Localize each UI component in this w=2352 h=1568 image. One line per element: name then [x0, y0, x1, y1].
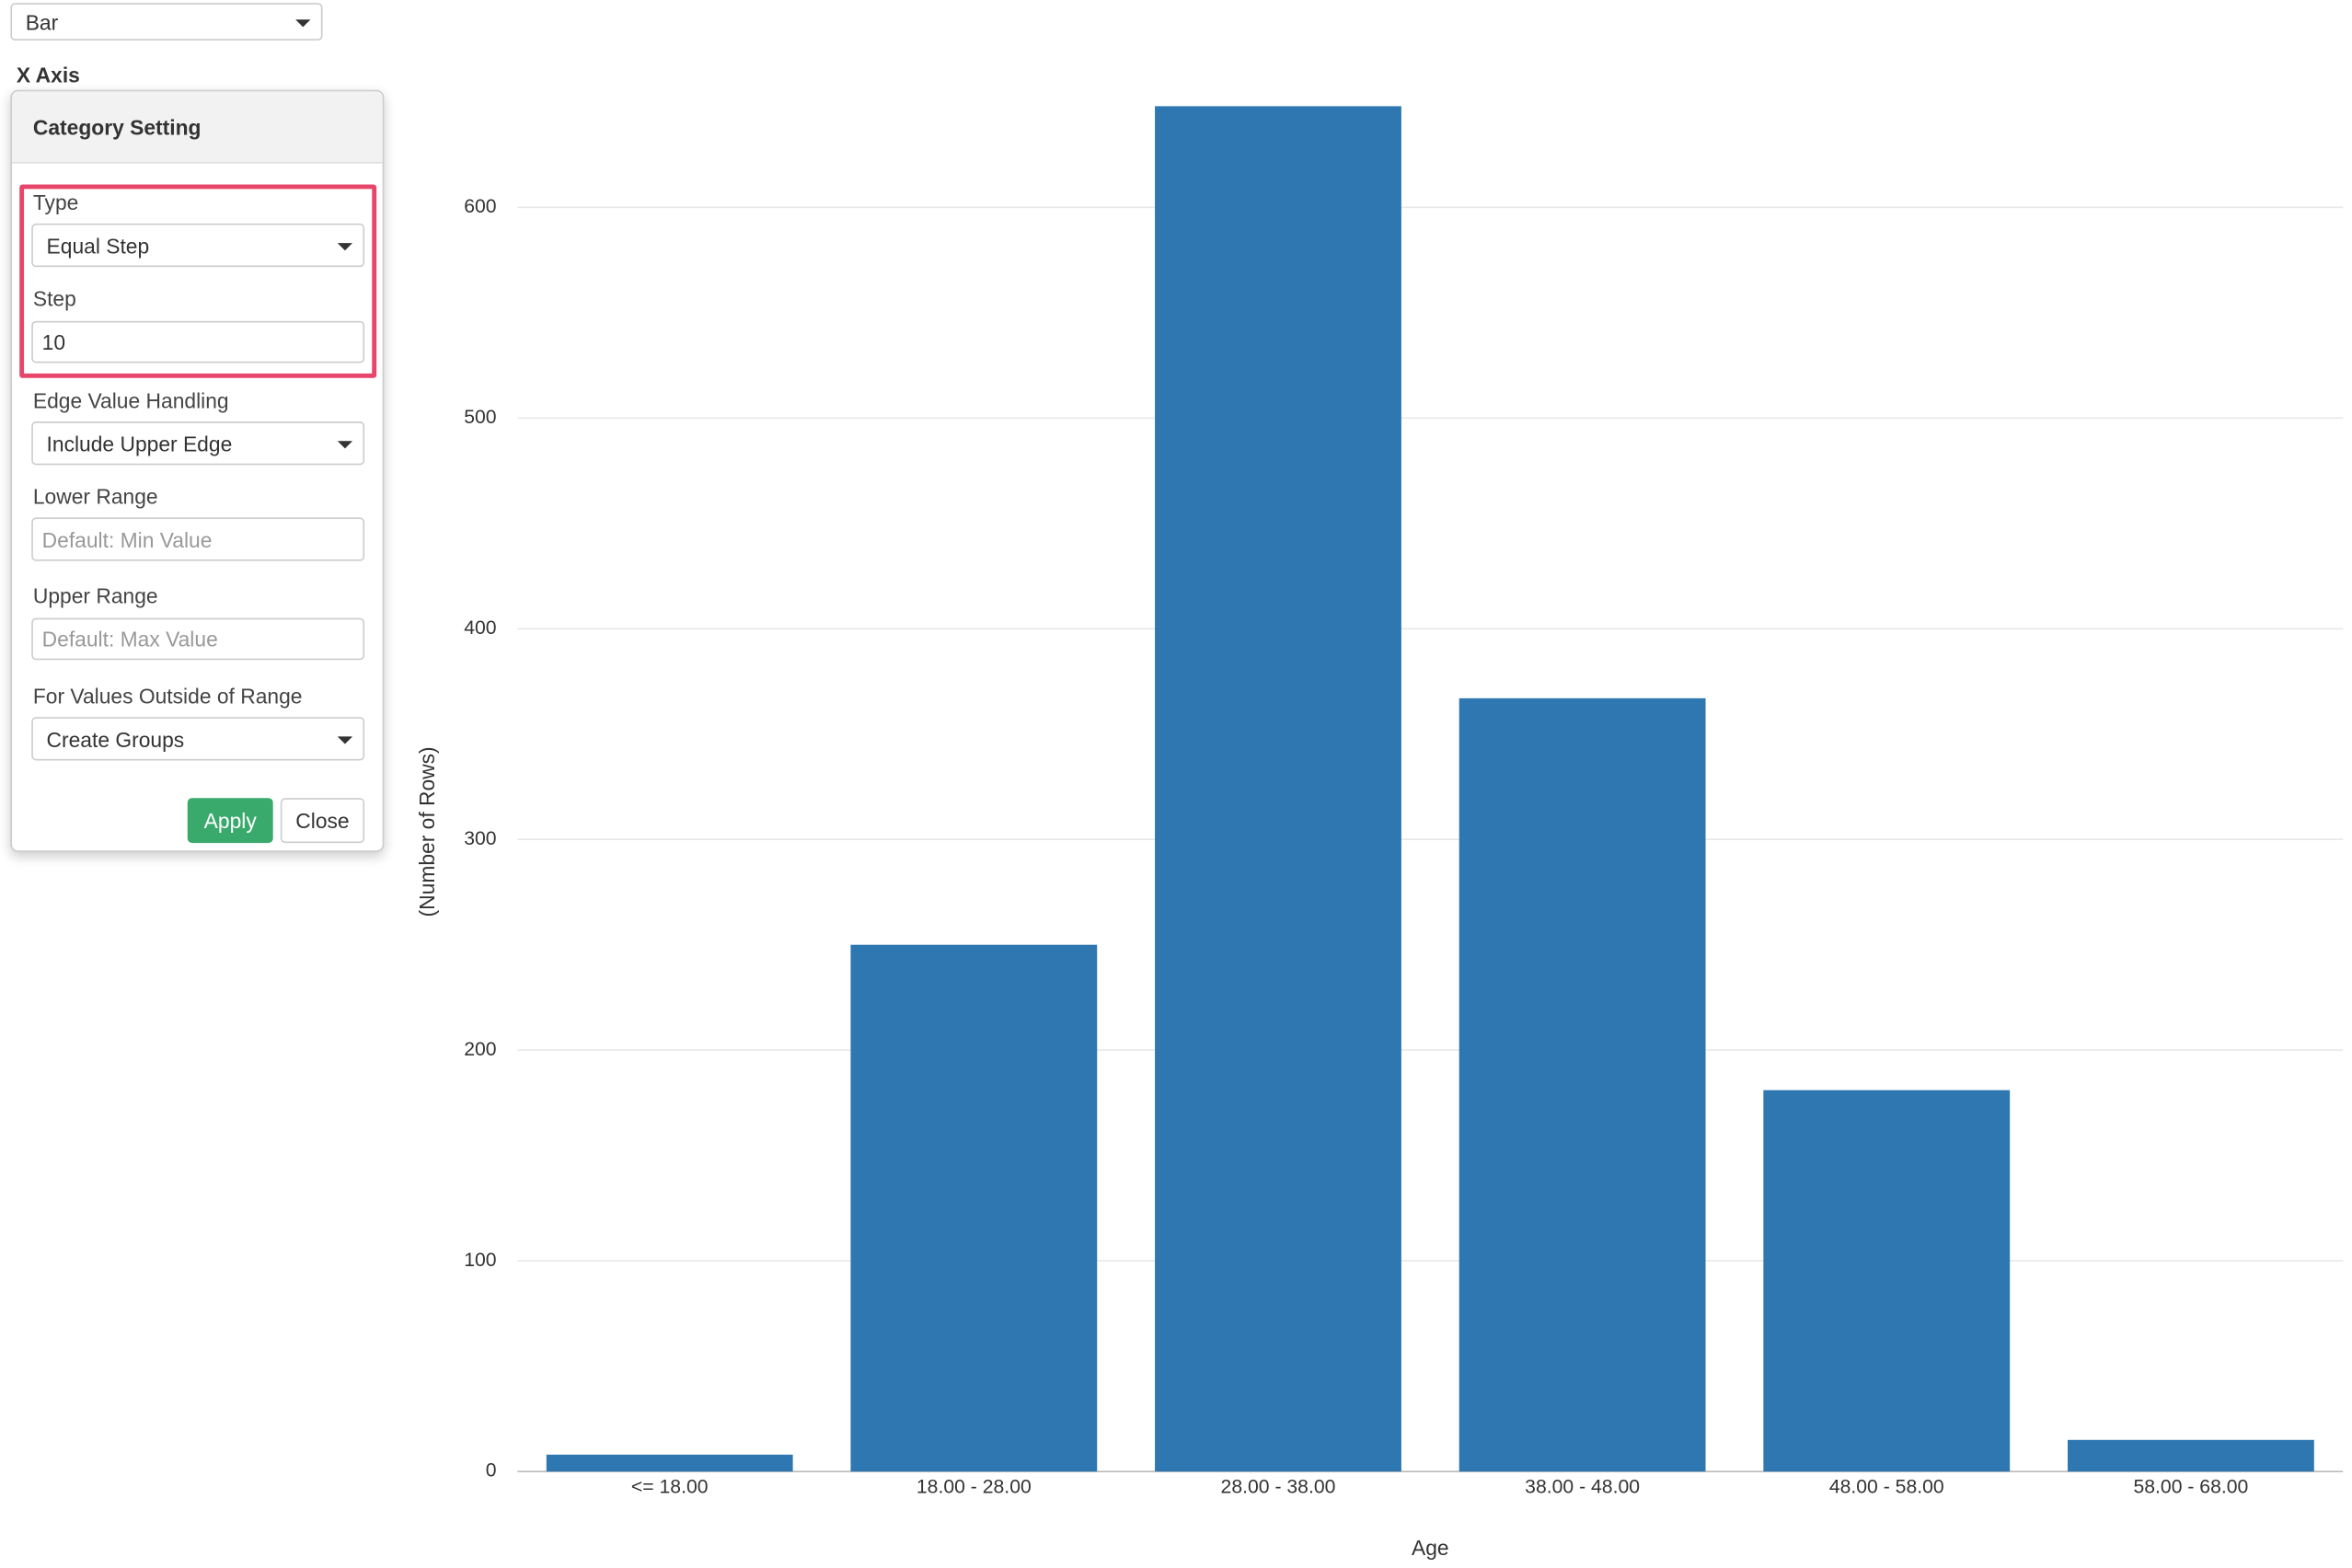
apply-button[interactable]: Apply — [187, 798, 273, 844]
section-label: X Axis — [16, 63, 80, 87]
lower-input[interactable]: Default: Min Value — [31, 517, 365, 561]
field-label: Lower Range — [32, 484, 158, 509]
field-label: Upper Range — [32, 583, 158, 608]
chart-type-select[interactable]: Bar — [10, 3, 323, 41]
field-label: Type — [32, 190, 79, 215]
type-select[interactable]: Equal Step — [31, 223, 365, 268]
x-axis-label: Age — [1412, 1536, 1449, 1560]
bar — [546, 1454, 793, 1472]
y-tick-label: 600 — [464, 196, 496, 217]
y-tick-label: 200 — [464, 1039, 496, 1060]
bar — [850, 944, 1098, 1472]
panel-title: Category Setting — [12, 91, 383, 164]
x-tick-label: 18.00 - 28.00 — [917, 1477, 1032, 1498]
edge-select[interactable]: Include Upper Edge — [31, 421, 365, 466]
highlight-box — [19, 184, 377, 378]
bar — [1155, 106, 1401, 1472]
step-input[interactable]: 10 — [31, 320, 365, 363]
y-tick-label: 100 — [464, 1250, 496, 1271]
x-tick-label: 58.00 - 68.00 — [2133, 1477, 2248, 1498]
y-tick-label: 500 — [464, 407, 496, 428]
y-tick-label: 300 — [464, 828, 496, 849]
y-tick-label: 400 — [464, 617, 496, 639]
bar — [2067, 1439, 2314, 1472]
field-label: Step — [32, 286, 76, 311]
close-button[interactable]: Close — [280, 798, 365, 844]
upper-input[interactable]: Default: Max Value — [31, 617, 365, 661]
bar — [1763, 1090, 2011, 1472]
x-tick-label: <= 18.00 — [631, 1477, 709, 1498]
bar — [1458, 698, 1706, 1472]
outside-select[interactable]: Create Groups — [31, 717, 365, 761]
x-tick-label: 28.00 - 38.00 — [1221, 1477, 1336, 1498]
x-tick-label: 38.00 - 48.00 — [1525, 1477, 1640, 1498]
field-label: Edge Value Handling — [32, 388, 229, 413]
y-axis-label: (Number of Rows) — [415, 746, 439, 917]
y-tick-label: 0 — [486, 1460, 497, 1482]
x-tick-label: 48.00 - 58.00 — [1829, 1477, 1944, 1498]
field-label: For Values Outside of Range — [32, 684, 303, 709]
